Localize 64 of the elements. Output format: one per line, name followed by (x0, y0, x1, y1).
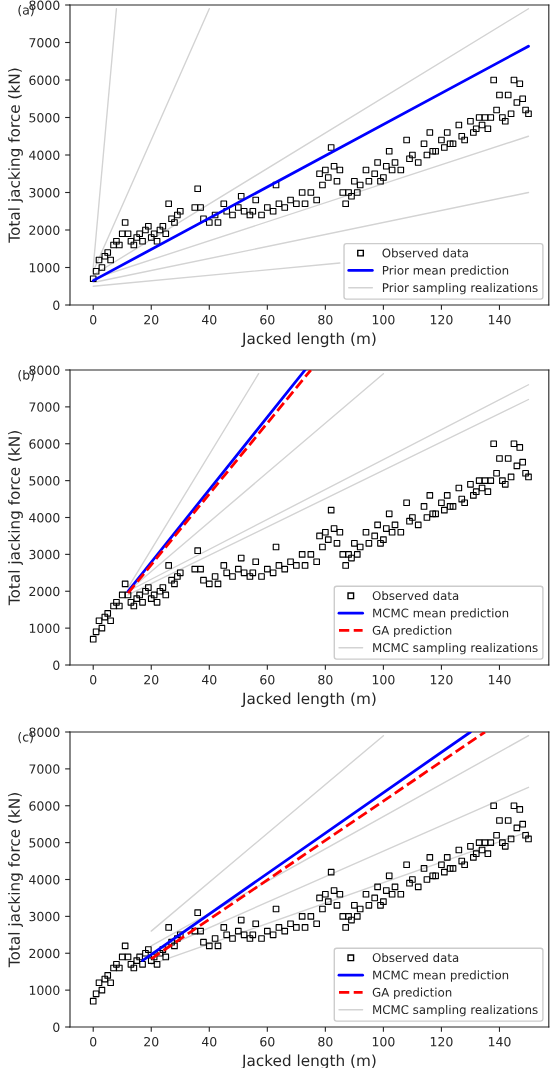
x-axis-title: Jacked length (m) (241, 692, 376, 708)
x-tick-label: 60 (260, 1036, 275, 1047)
y-tick-label: 6000 (29, 801, 60, 811)
legend-label: MCMC mean prediction (373, 608, 509, 620)
y-axis-title: Total jacking force (kN) (8, 793, 23, 968)
x-tick-label: 80 (318, 674, 333, 685)
x-tick-label: 100 (372, 314, 395, 325)
y-axis-title: Total jacking force (kN) (8, 431, 23, 606)
legend-label: MCMC mean prediction (373, 970, 509, 982)
x-tick-label: 0 (90, 674, 97, 685)
x-tick-label: 0 (90, 1036, 97, 1047)
y-axis-title: Total jacking force (kN) (8, 68, 23, 243)
x-tick-label: 80 (318, 314, 333, 325)
y-tick-label: 4000 (29, 512, 60, 523)
y-tick-label: 1000 (29, 262, 60, 273)
y-tick-label: 3000 (29, 549, 60, 560)
x-tick-label: 40 (201, 314, 217, 325)
x-tick-label: 140 (488, 1036, 511, 1047)
x-tick-label: 20 (144, 314, 159, 325)
y-tick-label: 4000 (29, 874, 60, 885)
legend-label: MCMC sampling realizations (373, 1004, 538, 1017)
x-tick-label: 20 (144, 1036, 159, 1047)
y-tick-label: 4000 (29, 150, 60, 160)
x-tick-label: 140 (488, 674, 511, 685)
x-tick-label: 40 (201, 1036, 217, 1047)
x-tick-label: 60 (260, 674, 275, 685)
y-tick-label: 1000 (29, 623, 60, 634)
x-tick-label: 120 (430, 1036, 453, 1047)
x-axis-title: Jacked length (m) (241, 332, 376, 348)
legend-label: GA prediction (372, 625, 452, 638)
y-tick-label: 7000 (29, 764, 60, 774)
x-tick-label: 100 (372, 674, 395, 685)
x-tick-label: 0 (90, 314, 97, 325)
legend-label: Observed data (372, 590, 459, 601)
y-tick-label: 3000 (29, 187, 60, 198)
legend-label: Prior sampling realizations (382, 282, 538, 295)
legend-label: GA prediction (372, 987, 452, 1000)
y-tick-label: 0 (53, 300, 60, 310)
y-tick-label: 5000 (29, 838, 60, 848)
y-tick-label: 7000 (29, 402, 60, 412)
x-tick-label: 60 (260, 314, 275, 325)
x-tick-label: 120 (430, 674, 453, 685)
y-tick-label: 2000 (29, 948, 60, 959)
y-tick-label: 6000 (29, 75, 60, 85)
x-tick-label: 120 (430, 314, 453, 325)
legend-label: Observed data (372, 952, 459, 963)
y-tick-label: 2000 (29, 225, 60, 235)
y-tick-label: 2000 (29, 586, 60, 597)
y-tick-label: 5000 (29, 112, 60, 123)
x-tick-label: 140 (488, 314, 511, 325)
legend-label: Observed data (382, 248, 468, 258)
y-tick-label: 7000 (29, 37, 60, 48)
legend-label: MCMC sampling realizations (373, 642, 538, 655)
x-tick-label: 20 (144, 674, 159, 685)
x-tick-label: 80 (318, 1036, 333, 1047)
y-tick-label: 0 (53, 660, 60, 670)
legend-label: Prior mean prediction (382, 265, 509, 278)
y-tick-label: 6000 (29, 439, 60, 449)
y-tick-label: 0 (53, 1022, 60, 1032)
y-tick-label: 1000 (29, 985, 60, 996)
y-tick-label: 5000 (29, 476, 60, 486)
x-tick-label: 40 (201, 674, 217, 685)
y-tick-label: 3000 (29, 911, 60, 922)
x-tick-label: 100 (372, 1036, 395, 1047)
